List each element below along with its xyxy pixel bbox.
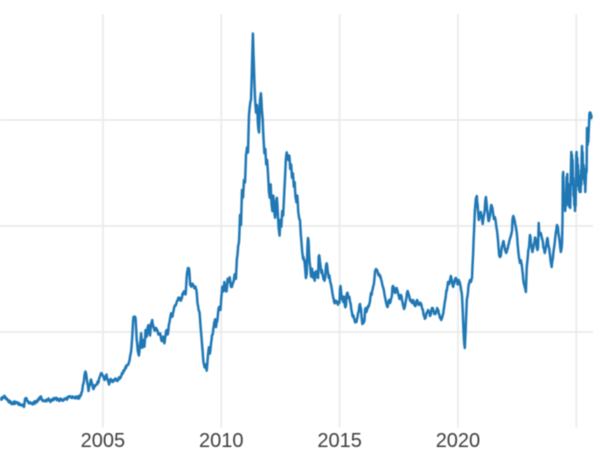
svg-text:2005: 2005 bbox=[81, 430, 126, 450]
svg-text:2010: 2010 bbox=[199, 430, 244, 450]
svg-text:2015: 2015 bbox=[317, 430, 362, 450]
svg-text:2020: 2020 bbox=[436, 430, 481, 450]
